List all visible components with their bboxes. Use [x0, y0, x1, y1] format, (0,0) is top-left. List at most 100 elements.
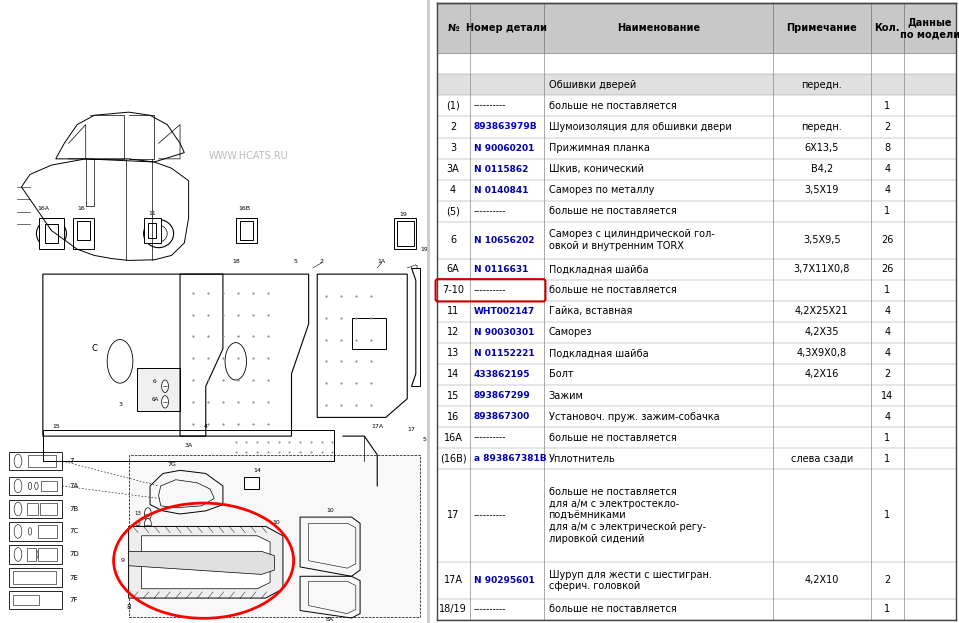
Text: ----------: ---------- [474, 207, 506, 216]
Text: N 0116631: N 0116631 [474, 265, 528, 273]
Text: 7G: 7G [167, 462, 175, 467]
Text: больше не поставляется: больше не поставляется [549, 604, 676, 614]
Bar [436, 159, 956, 179]
Text: 9: 9 [120, 558, 124, 563]
Text: 15: 15 [52, 424, 59, 429]
Text: 7-10: 7-10 [442, 285, 464, 295]
Text: 6A: 6A [152, 397, 158, 402]
Text: 893867299: 893867299 [474, 391, 530, 400]
Text: Наименование: Наименование [617, 23, 700, 33]
Bar [236, 218, 257, 243]
Text: Болт: Болт [549, 369, 573, 379]
Text: C: C [91, 345, 97, 353]
Bar [436, 138, 956, 159]
Text: WWW.HCATS.RU: WWW.HCATS.RU [209, 151, 289, 161]
Text: 3,5X9,5: 3,5X9,5 [803, 235, 840, 245]
Bar [436, 406, 956, 427]
Text: Гайка, вставная: Гайка, вставная [549, 307, 632, 316]
Text: N 0140841: N 0140841 [474, 186, 528, 194]
Text: 17: 17 [408, 427, 415, 432]
Bar [28, 455, 56, 467]
Text: 7B: 7B [70, 506, 80, 512]
Text: 4,2X25X21: 4,2X25X21 [795, 307, 849, 316]
Text: N 90295601: N 90295601 [474, 576, 534, 585]
Polygon shape [129, 526, 283, 598]
Text: Зажим: Зажим [549, 391, 583, 401]
Text: слева сзади: слева сзади [790, 454, 853, 464]
Bar [38, 218, 64, 249]
Text: 4,2X35: 4,2X35 [805, 328, 839, 338]
Text: 5: 5 [293, 259, 297, 264]
Text: 1: 1 [884, 206, 890, 216]
Text: 16: 16 [447, 412, 459, 422]
Text: 2: 2 [884, 369, 890, 379]
Text: (16B): (16B) [440, 454, 466, 464]
Text: 7F: 7F [70, 597, 79, 603]
Text: 4: 4 [884, 164, 890, 174]
Text: 26: 26 [881, 264, 894, 274]
Text: 14: 14 [253, 468, 261, 473]
Text: Номер детали: Номер детали [466, 23, 548, 33]
Bar [40, 481, 57, 491]
Text: №: № [447, 23, 459, 33]
Text: Саморез: Саморез [549, 328, 592, 338]
Text: передн.: передн. [802, 122, 842, 132]
Bar [77, 221, 90, 240]
Polygon shape [142, 536, 270, 589]
Ellipse shape [145, 518, 152, 531]
Text: 1: 1 [884, 604, 890, 614]
Text: 2: 2 [319, 259, 323, 264]
Bar [436, 201, 956, 222]
Text: 2: 2 [884, 575, 890, 586]
Text: 4,2X10: 4,2X10 [805, 575, 839, 586]
Text: передн.: передн. [802, 80, 842, 90]
Text: 8A: 8A [326, 617, 334, 622]
Bar [245, 477, 259, 489]
Text: 10: 10 [326, 508, 334, 513]
Bar [436, 222, 956, 259]
Bar [144, 218, 161, 243]
Bar [9, 477, 62, 495]
Text: Обшивки дверей: Обшивки дверей [549, 80, 636, 90]
Bar [40, 503, 57, 515]
Text: 19: 19 [399, 212, 407, 217]
Text: 18: 18 [232, 259, 240, 264]
Text: 3A: 3A [447, 164, 459, 174]
Bar [436, 322, 956, 343]
Text: N 01152221: N 01152221 [474, 349, 534, 358]
Text: 11: 11 [447, 307, 459, 316]
Text: Саморез по металлу: Саморез по металлу [549, 185, 654, 195]
Text: WHT002147: WHT002147 [474, 307, 535, 316]
Text: Шуруп для жести с шестигран.
сферич. головкой: Шуруп для жести с шестигран. сферич. гол… [549, 569, 712, 591]
Text: 1: 1 [414, 265, 418, 270]
Text: Шкив, конический: Шкив, конический [549, 164, 643, 174]
Text: 6A: 6A [447, 264, 459, 274]
Text: 1: 1 [884, 432, 890, 442]
Text: больше не поставляется: больше не поставляется [549, 101, 676, 111]
Text: 1: 1 [884, 454, 890, 464]
Text: (1): (1) [446, 101, 460, 111]
Bar [436, 117, 956, 138]
Bar [45, 224, 58, 243]
Text: 17A: 17A [444, 575, 462, 586]
Text: 6X13,5: 6X13,5 [805, 143, 839, 153]
Bar [9, 522, 62, 541]
Text: 11: 11 [149, 211, 156, 216]
Text: N 90030301: N 90030301 [474, 328, 534, 337]
Bar [73, 218, 94, 249]
Ellipse shape [162, 380, 169, 392]
Text: N 90060201: N 90060201 [474, 143, 534, 153]
Text: ----------: ---------- [474, 605, 506, 614]
Text: 1: 1 [884, 101, 890, 111]
Bar [27, 548, 35, 561]
Text: Установоч. пруж. зажим-собачка: Установоч. пруж. зажим-собачка [549, 412, 719, 422]
Text: 16A: 16A [36, 206, 49, 211]
Text: 4: 4 [884, 307, 890, 316]
Bar [240, 221, 253, 240]
Text: 4: 4 [203, 424, 208, 429]
Bar [394, 218, 416, 249]
Text: 7D: 7D [70, 551, 80, 558]
Text: 1: 1 [884, 510, 890, 520]
Bar [436, 301, 956, 322]
Polygon shape [129, 455, 420, 617]
